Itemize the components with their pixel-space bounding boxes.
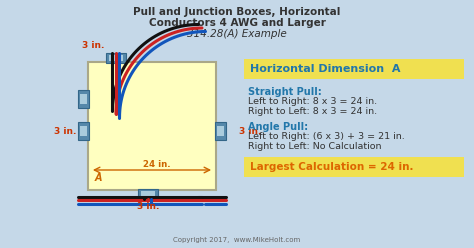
FancyBboxPatch shape: [244, 157, 464, 177]
Text: 3 in.: 3 in.: [239, 126, 261, 135]
Text: Left to Right: 8 x 3 = 24 in.: Left to Right: 8 x 3 = 24 in.: [248, 97, 377, 106]
Bar: [78, 122, 89, 140]
Text: 3 in.: 3 in.: [54, 126, 76, 135]
Bar: [80, 93, 87, 104]
Text: 3 in.: 3 in.: [82, 41, 104, 50]
Text: Largest Calculation = 24 in.: Largest Calculation = 24 in.: [250, 162, 413, 172]
Text: Angle Pull:: Angle Pull:: [248, 122, 308, 132]
Bar: [80, 125, 87, 136]
Text: Pull and Junction Boxes, Horizontal: Pull and Junction Boxes, Horizontal: [133, 7, 341, 17]
Text: A: A: [94, 173, 102, 183]
Bar: [109, 55, 123, 61]
Bar: [78, 90, 89, 108]
Text: Right to Left: 8 x 3 = 24 in.: Right to Left: 8 x 3 = 24 in.: [248, 107, 377, 116]
Text: Conductors 4 AWG and Larger: Conductors 4 AWG and Larger: [148, 18, 326, 28]
Bar: [215, 122, 226, 140]
Text: Copyright 2017,  www.MikeHolt.com: Copyright 2017, www.MikeHolt.com: [173, 237, 301, 243]
Bar: [141, 191, 155, 197]
Text: 24 in.: 24 in.: [143, 160, 171, 169]
Bar: [217, 125, 224, 136]
Text: Left to Right: (6 x 3) + 3 = 21 in.: Left to Right: (6 x 3) + 3 = 21 in.: [248, 132, 405, 141]
Bar: [88, 62, 216, 190]
FancyBboxPatch shape: [244, 59, 464, 79]
Text: 314.28(A) Example: 314.28(A) Example: [187, 29, 287, 39]
Text: Right to Left: No Calculation: Right to Left: No Calculation: [248, 142, 382, 151]
Text: Horizontal Dimension  A: Horizontal Dimension A: [250, 64, 401, 74]
Bar: [138, 189, 158, 199]
Text: Straight Pull:: Straight Pull:: [248, 87, 322, 97]
Bar: [106, 53, 126, 63]
Text: 3 in.: 3 in.: [137, 202, 159, 211]
